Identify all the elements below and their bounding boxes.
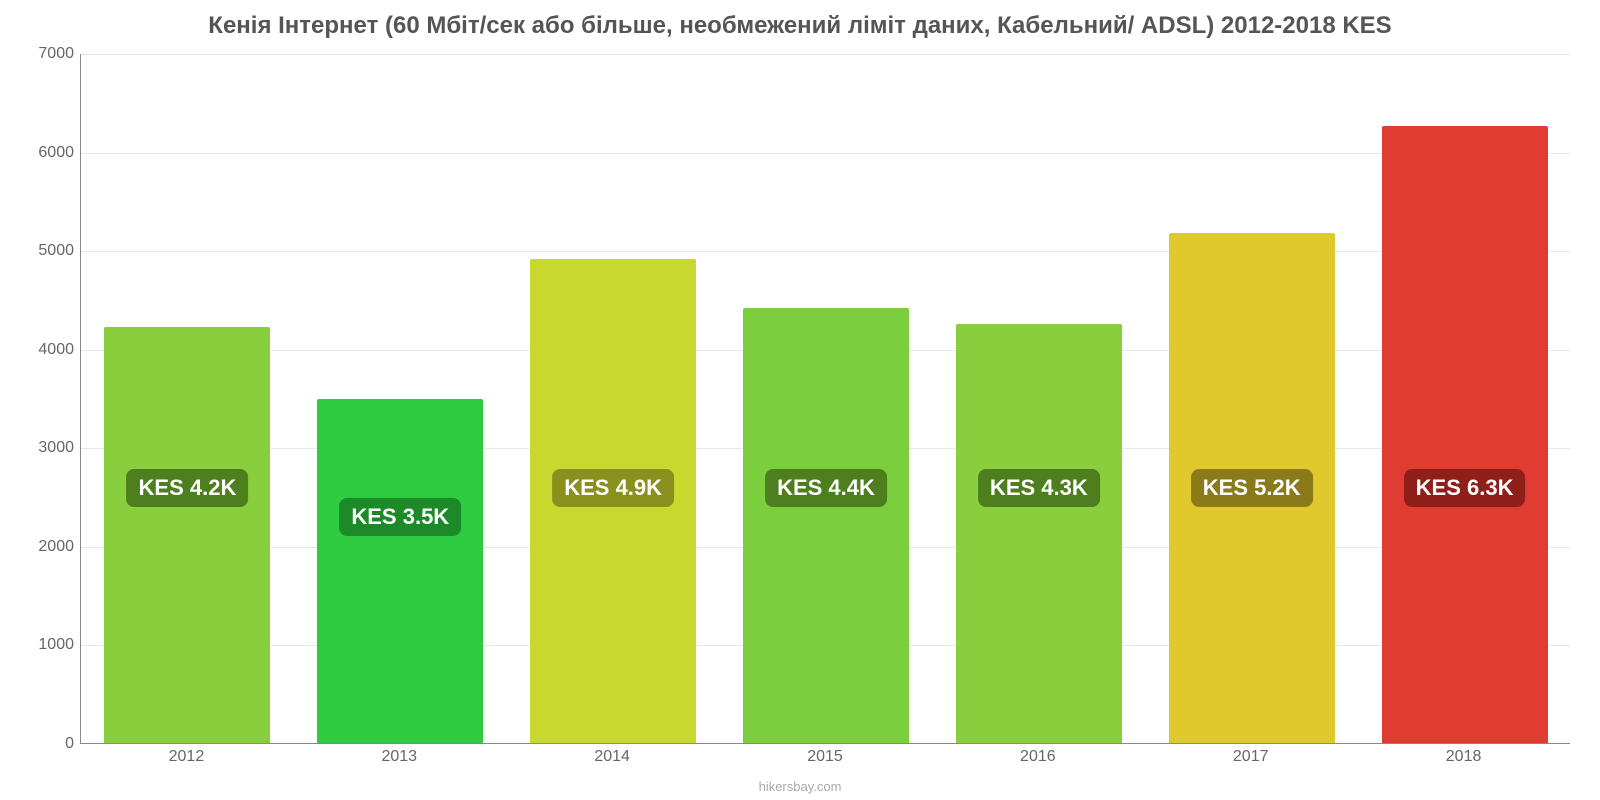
bar-value-label: KES 4.3K [978,469,1100,507]
bar [743,308,909,743]
bar [104,327,270,743]
gridline [81,153,1570,154]
y-tick-label: 5000 [14,242,74,260]
x-tick-label: 2017 [1233,748,1269,766]
bar-value-label: KES 4.2K [127,469,249,507]
bar-value-label: KES 4.9K [552,469,674,507]
bar [956,324,1122,743]
plot-area: KES 4.2K KES 3.5K KES 4.9K KES 4.4K KES 4.3K… [80,54,1570,744]
y-tick-label: 1000 [14,636,74,654]
y-tick-label: 3000 [14,439,74,457]
attribution-text: hikersbay.com [759,779,842,794]
x-tick-label: 2016 [1020,748,1056,766]
bar-value-label: KES 4.4K [765,469,887,507]
x-tick-label: 2015 [807,748,843,766]
x-tick-label: 2018 [1446,748,1482,766]
y-tick-label: 6000 [14,144,74,162]
y-tick-label: 7000 [14,45,74,63]
bar-value-label: KES 5.2K [1191,469,1313,507]
y-tick-label: 0 [14,735,74,753]
gridline [81,54,1570,55]
bar [317,399,483,743]
x-tick-label: 2013 [381,748,417,766]
bar-value-label: KES 6.3K [1404,469,1526,507]
y-tick-label: 2000 [14,538,74,556]
bar [1382,126,1548,743]
x-tick-label: 2012 [169,748,205,766]
chart-title: Кенія Інтернет (60 Мбіт/сек або більше, … [0,0,1600,44]
x-tick-label: 2014 [594,748,630,766]
y-tick-label: 4000 [14,341,74,359]
bar-value-label: KES 3.5K [339,498,461,536]
gridline [81,251,1570,252]
